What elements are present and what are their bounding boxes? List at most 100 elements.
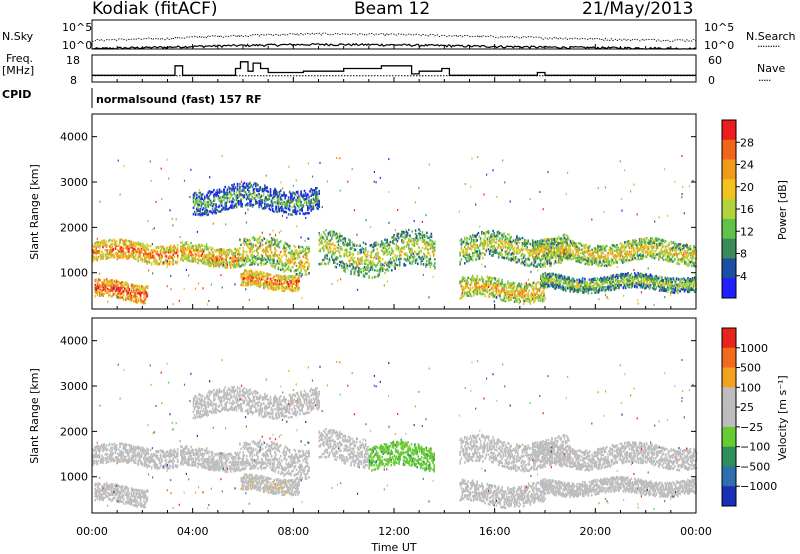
heat-cell	[465, 258, 467, 261]
heat-cell	[467, 276, 469, 280]
heat-cell	[415, 259, 418, 262]
heat-cell	[101, 256, 103, 260]
heat-cell	[326, 246, 328, 249]
heat-cell	[548, 259, 551, 262]
heat-cell	[93, 257, 95, 261]
heat-cell	[551, 251, 554, 254]
heat-cell	[131, 246, 134, 250]
heat-cell	[130, 294, 133, 298]
heat-cell	[354, 269, 357, 272]
heat-cell	[233, 252, 235, 255]
heat-cell	[138, 288, 141, 291]
heat-cell	[349, 239, 351, 242]
heat-cell	[135, 254, 137, 257]
heat-cell	[156, 252, 159, 255]
heat-cell	[422, 263, 425, 266]
heat-cell	[101, 290, 103, 293]
heat-cell	[300, 261, 302, 265]
heat-cell	[183, 243, 186, 247]
heat-cell	[97, 250, 100, 253]
heat-cell	[124, 246, 127, 249]
heat-cell	[511, 244, 514, 247]
heat-cell	[162, 250, 164, 254]
heat-cell	[229, 263, 232, 266]
heat-cell	[129, 244, 131, 247]
heat-cell	[114, 284, 117, 288]
heat-cell	[125, 289, 127, 293]
heat-cell	[124, 244, 127, 248]
heat-cell	[302, 250, 305, 253]
heat-cell	[364, 242, 367, 246]
heat-cell	[165, 261, 168, 264]
heat-cell	[419, 238, 421, 241]
heat-cell	[604, 249, 607, 252]
heat-cell	[140, 258, 143, 261]
heat-cell	[240, 259, 242, 262]
heat-cell	[323, 231, 325, 234]
heat-cell	[294, 249, 297, 252]
heat-cell	[212, 255, 215, 258]
heat-cell	[235, 262, 238, 266]
heat-cell	[200, 244, 203, 247]
heat-cell	[113, 292, 116, 296]
heat-cell	[97, 278, 100, 281]
heat-cell	[126, 288, 128, 291]
heat-cell	[130, 290, 133, 293]
heat-cell	[126, 255, 128, 258]
heat-cell	[109, 245, 111, 248]
heat-cell	[301, 245, 303, 249]
heat-cell	[291, 260, 293, 264]
heat-cell	[145, 248, 147, 252]
heat-cell	[104, 242, 107, 246]
heat-cell	[130, 283, 133, 286]
heat-cell	[144, 292, 146, 295]
heat-cell	[217, 257, 220, 260]
heat-cell	[285, 268, 288, 271]
heat-cell	[273, 261, 275, 265]
heat-cell	[434, 246, 436, 249]
heat-cell	[226, 249, 229, 252]
heat-cell	[107, 253, 110, 257]
heat-cell	[323, 237, 325, 240]
heat-cell	[274, 266, 276, 269]
heat-cell	[139, 295, 142, 298]
heat-cell	[516, 261, 518, 264]
heat-cell	[434, 267, 436, 270]
heat-cell	[95, 252, 97, 255]
heat-cell	[414, 238, 417, 242]
heat-cell	[97, 290, 100, 293]
heat-cell	[250, 248, 252, 251]
heat-cell	[183, 252, 186, 256]
heat-cell	[470, 240, 473, 243]
heat-cell	[118, 295, 120, 298]
heat-cell	[353, 256, 356, 260]
heat-cell	[201, 250, 204, 253]
heat-cell	[250, 263, 252, 266]
heat-cell	[132, 242, 135, 245]
heat-cell	[282, 263, 284, 266]
heat-cell	[194, 244, 197, 247]
heat-cell	[108, 284, 110, 287]
heat-cell	[109, 293, 111, 296]
heat-cell	[180, 257, 182, 260]
heat-cell	[173, 251, 176, 254]
heat-cell	[120, 281, 123, 285]
heat-cell	[303, 249, 306, 253]
heat-cell	[126, 247, 128, 250]
heat-cell	[150, 252, 153, 255]
heat-cell	[232, 264, 234, 267]
heat-cell	[140, 285, 143, 288]
heat-cell	[611, 258, 614, 262]
heat-cell	[124, 283, 126, 286]
heat-cell	[98, 252, 101, 255]
heat-cell	[507, 280, 509, 283]
heat-cell	[117, 280, 119, 283]
heat-cell	[412, 252, 415, 256]
heat-cell	[111, 254, 113, 257]
heat-cell	[292, 265, 294, 268]
heat-cell	[119, 293, 121, 297]
heat-cell	[152, 254, 154, 258]
heat-cell	[275, 239, 277, 242]
heat-cell	[118, 250, 120, 253]
